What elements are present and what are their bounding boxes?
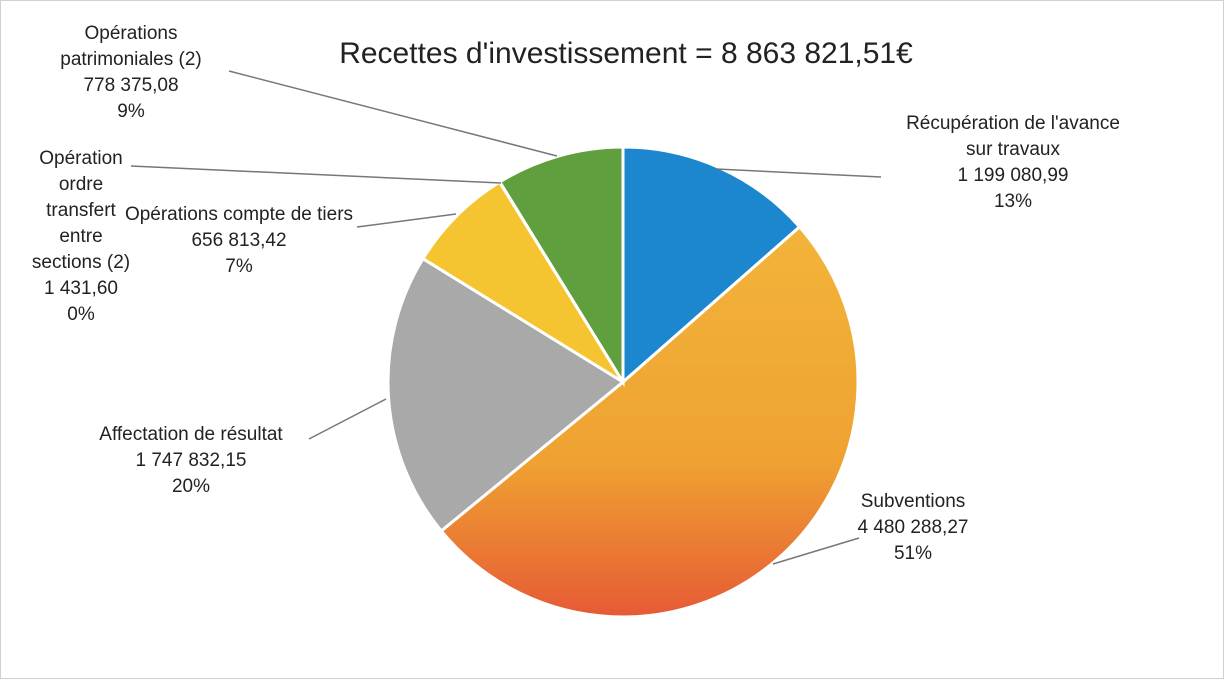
pie-slice	[439, 224, 860, 619]
leader-line	[715, 168, 882, 178]
pie-slice	[621, 145, 802, 386]
pie-slice	[497, 145, 625, 388]
leader-line	[308, 398, 387, 440]
value-label: 4 480 288,27	[857, 517, 969, 538]
leader-line	[772, 537, 860, 565]
percentage-label: 20%	[171, 476, 211, 497]
slice-label: Récupération de l'avance sur travaux 1 19…	[898, 111, 1128, 215]
value-label: 656 813,42	[191, 230, 287, 251]
chart-title: Recettes d'investissement = 8 863 821,51…	[339, 37, 913, 70]
category-name: Opérations compte de tiers	[124, 204, 354, 225]
percentage-label: 51%	[893, 543, 933, 564]
leader-line	[130, 165, 502, 184]
value-label: 778 375,08	[83, 75, 179, 96]
leader-line	[228, 70, 558, 157]
value-label: 1 747 832,15	[135, 450, 247, 471]
value-label: 1 431,60	[44, 278, 118, 299]
slice-label: Opération ordre transfert entre sections…	[22, 146, 140, 328]
percentage-label: 7%	[225, 256, 253, 277]
category-name: Subventions	[860, 491, 966, 512]
value-label: 1 199 080,99	[957, 165, 1069, 186]
slice-label: Affectation de résultat 1 747 832,15 20%	[61, 422, 321, 500]
percentage-label: 13%	[993, 191, 1033, 212]
pie-slice	[386, 256, 626, 534]
percentage-label: 9%	[117, 101, 145, 122]
category-name: Affectation de résultat	[99, 424, 283, 445]
percentage-label: 0%	[67, 304, 95, 325]
category-name: Récupération de l'avance sur travaux	[906, 113, 1120, 160]
slice-label: Opérations compte de tiers 656 813,42 7%	[124, 202, 354, 280]
slice-label: Opérations patrimoniales (2) 778 375,08 9%	[31, 21, 231, 125]
category-name: Opérations patrimoniales (2)	[60, 23, 202, 70]
slice-label: Subventions 4 480 288,27 51%	[813, 489, 1013, 567]
leader-line	[356, 213, 457, 228]
category-name: Opération ordre transfert entre sections…	[31, 148, 131, 273]
